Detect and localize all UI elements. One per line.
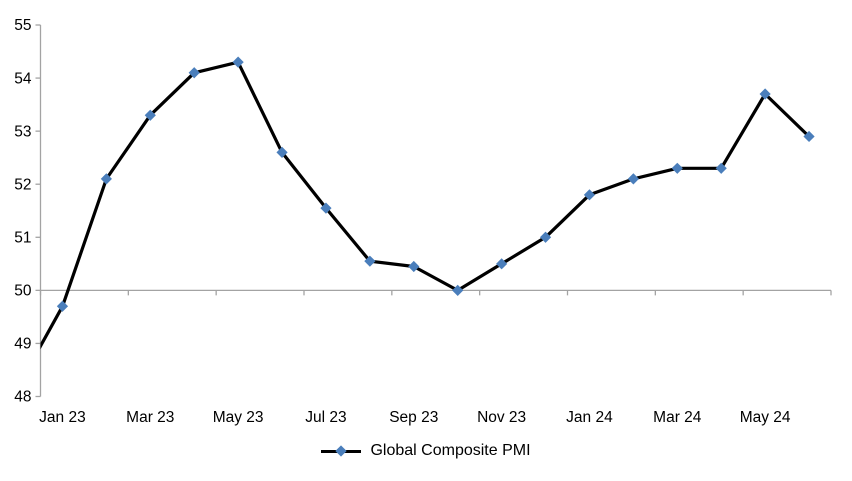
series-line bbox=[40, 60, 811, 350]
data-point-marker bbox=[320, 202, 332, 214]
data-point-marker bbox=[671, 162, 683, 174]
data-point-marker bbox=[56, 300, 69, 312]
series-global-composite-pmi bbox=[40, 56, 815, 350]
data-point-marker bbox=[496, 258, 508, 270]
x-tick-label: May 23 bbox=[213, 409, 264, 426]
data-point-marker bbox=[627, 173, 639, 185]
x-tick-label: Mar 23 bbox=[126, 409, 174, 426]
data-point-marker bbox=[364, 255, 376, 267]
x-axis: Jan 23 Mar 23 May 23 Jul 23 Sep 23 Nov 23 Jan … bbox=[39, 289, 832, 426]
data-point-marker bbox=[759, 88, 771, 100]
data-point-marker bbox=[188, 67, 200, 79]
legend: Global Composite PMI bbox=[0, 442, 852, 460]
legend-diamond-marker-icon bbox=[335, 445, 348, 457]
legend-label: Global Composite PMI bbox=[370, 442, 531, 459]
x-tick-label: Nov 23 bbox=[477, 409, 526, 426]
y-tick-label: 49 bbox=[14, 336, 31, 353]
data-point-marker bbox=[583, 189, 596, 201]
y-tick-label: 55 bbox=[14, 17, 31, 34]
data-point-marker bbox=[715, 162, 727, 174]
legend-line-sample bbox=[321, 445, 362, 457]
y-tick-label: 51 bbox=[14, 229, 31, 246]
x-tick-label: Jan 23 bbox=[39, 409, 86, 426]
x-tick-label: Jul 23 bbox=[305, 409, 346, 426]
x-tick-label: Mar 24 bbox=[653, 409, 702, 426]
data-point-marker bbox=[452, 284, 464, 296]
y-tick-label: 53 bbox=[14, 123, 31, 140]
data-point-marker bbox=[276, 146, 288, 158]
data-point-marker bbox=[408, 260, 420, 273]
data-point-marker bbox=[144, 109, 156, 121]
y-tick-label: 52 bbox=[14, 176, 31, 193]
x-tick-label: May 24 bbox=[740, 409, 791, 426]
x-tick-label: Jan 24 bbox=[566, 409, 613, 426]
y-tick-label: 48 bbox=[14, 389, 31, 406]
y-tick-label: 50 bbox=[14, 283, 32, 300]
x-tick-label: Sep 23 bbox=[389, 409, 438, 426]
data-point-marker bbox=[803, 130, 815, 143]
y-tick-label: 54 bbox=[14, 70, 32, 87]
data-point-marker bbox=[539, 231, 552, 243]
data-point-marker bbox=[232, 56, 244, 68]
y-axis: 55 54 53 52 51 50 49 48 bbox=[14, 17, 42, 406]
data-point-marker bbox=[100, 173, 112, 185]
